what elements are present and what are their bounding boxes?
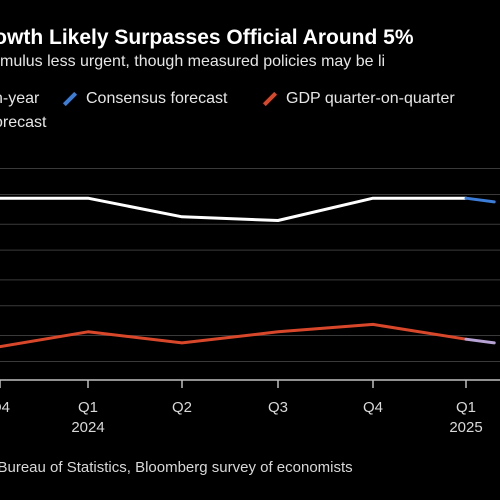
series-line-0 [0,196,468,222]
legend-item-forecast: orecast [0,114,46,132]
series-lines [0,196,496,349]
legend-item-gdp-qoq: GDP quarter-on-quarter [262,90,455,108]
legend-label-yoy: n-year [0,90,40,107]
legend-item-consensus: Consensus forecast [62,90,227,108]
legend-item-yoy: n-year [0,90,39,108]
source-note: l Bureau of Statistics, Bloomberg survey… [0,459,353,476]
x-tick-label-5: Q1 2025 [449,399,482,436]
legend-label-consensus: Consensus forecast [86,90,228,107]
chart-title: rowth Likely Surpasses Official Around 5… [0,26,414,49]
series-line-2 [0,322,468,349]
x-tick-label-4: Q4 [363,399,383,416]
chart-subtitle: mulus less urgent, though measured polic… [0,53,386,70]
x-tick-label-2: Q2 [172,399,192,416]
legend-label-forecast: orecast [0,114,47,131]
series-line-1 [464,196,496,204]
gridlines [0,168,500,362]
series-line-3 [464,337,496,345]
x-tick-label-3: Q3 [268,399,288,416]
legend-label-gdp-qoq: GDP quarter-on-quarter [286,90,455,107]
x-tick-label-1: Q1 2024 [71,399,104,436]
x-tick-label-0: Q4 [0,399,10,416]
